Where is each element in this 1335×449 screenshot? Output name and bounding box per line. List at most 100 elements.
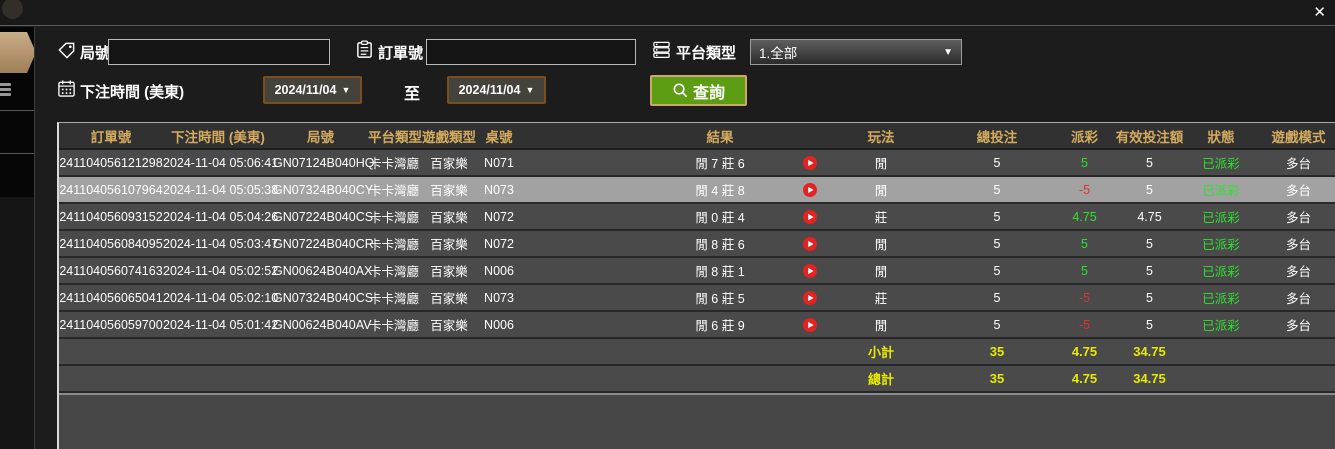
date-to-picker[interactable]: 2024/11/04 ▼ [447,76,546,104]
cell-platform: 卡卡灣廳 [368,257,420,285]
cell-order: 241104056084095 [59,230,163,258]
cell-platform: 卡卡灣廳 [368,284,420,312]
table-row[interactable]: 241104056065041 2024-11-04 05:02:10 GN0732… [59,284,1335,312]
date-from-value: 2024/11/04 [274,83,337,97]
platform-type-select[interactable]: 1.全部 ▼ [750,39,962,65]
table-row[interactable]: 241104056084095 2024-11-04 05:03:47 GN0722… [59,230,1335,258]
play-icon [803,236,817,251]
cell-replay [790,176,830,204]
date-from-picker[interactable]: 2024/11/04 ▼ [263,76,362,104]
table-row[interactable]: 241104056107964 2024-11-04 05:05:38 GN0732… [59,176,1335,204]
cell-empty [163,365,273,393]
cell-bet: 5 [932,230,1062,258]
subtotal-row: 小計 35 4.75 34.75 [59,338,1335,366]
cell-bet: 5 [932,284,1062,312]
cell-empty [1250,338,1335,366]
cell-status: 已派彩 [1192,176,1250,204]
cell-subtotal-payout: 4.75 [1062,338,1107,366]
cell-table-no: N072 [478,203,520,231]
table-row[interactable]: 241104056121298 2024-11-04 05:06:41 GN0712… [59,149,1335,177]
order-number-label: 訂單號 [378,45,424,62]
sidebar-active-item[interactable] [0,32,34,73]
date-to-value: 2024/11/04 [458,83,521,97]
cell-total-bet: 35 [932,365,1062,393]
cell-game-type: 百家樂 [420,176,478,204]
cell-time: 2024-11-04 05:02:10 [163,284,278,312]
cell-table-no: N073 [478,284,520,312]
cell-spacer [520,176,650,204]
cell-payout: 5 [1062,257,1107,285]
round-number-input[interactable] [108,39,330,65]
cell-empty [273,338,368,366]
cell-empty [478,365,520,393]
platform-type-value: 1.全部 [759,46,798,61]
cell-time: 2024-11-04 05:05:38 [163,176,278,204]
tag-icon [58,42,75,59]
cell-mode: 多台 [1250,311,1335,339]
cell-payout: 4.75 [1062,203,1107,231]
close-button[interactable]: ✕ [1313,4,1326,22]
cell-order: 241104056059700 [59,311,163,339]
table-empty-area [59,393,1335,449]
cell-time: 2024-11-04 05:06:41 [163,149,278,177]
cell-mode: 多台 [1250,149,1335,177]
cell-result: 閒 7 莊 6 [650,149,790,177]
cell-valid: 5 [1107,257,1192,285]
cell-result: 閒 0 莊 4 [650,203,790,231]
bet-time-label: 下注時間 (美東) [80,84,185,101]
cell-spacer [520,311,650,339]
cell-spacer [520,284,650,312]
cell-empty [420,338,478,366]
replay-button[interactable] [803,182,817,197]
cell-empty [368,338,420,366]
cell-empty [368,365,420,393]
replay-button[interactable] [803,209,817,224]
cell-result: 閒 4 莊 8 [650,176,790,204]
cell-replay [790,284,830,312]
corner-avatar-icon [2,0,23,19]
total-row: 總計 35 4.75 34.75 [59,365,1335,393]
table-row[interactable]: 241104056074163 2024-11-04 05:02:52 GN0062… [59,257,1335,285]
cell-game-type: 百家樂 [420,230,478,258]
cell-bet: 5 [932,203,1062,231]
cell-time: 2024-11-04 05:01:42 [163,311,278,339]
cell-payout: -5 [1062,284,1107,312]
play-icon [803,317,817,332]
cell-spacer [520,230,650,258]
cell-round: GN07124B040HQ [273,149,374,177]
cell-replay [790,257,830,285]
cell-mode: 多台 [1250,284,1335,312]
cell-empty [478,338,520,366]
cell-spacer [520,149,650,177]
cell-table-no: N006 [478,257,520,285]
cell-replay [790,311,830,339]
cell-game-type: 百家樂 [420,284,478,312]
cell-spacer [520,203,650,231]
cell-valid: 5 [1107,176,1192,204]
clipboard-icon [357,40,372,58]
cell-empty [790,338,830,366]
table-row[interactable]: 241104056059700 2024-11-04 05:01:42 GN0062… [59,311,1335,339]
replay-button[interactable] [803,155,817,170]
cell-play: 莊 [830,284,932,312]
col-replay [790,123,830,150]
order-number-input[interactable] [426,39,636,65]
replay-button[interactable] [803,290,817,305]
cell-round: GN00624B040AV [273,311,371,339]
search-button[interactable]: 查詢 [650,75,747,106]
col-order: 訂單號 [59,123,163,150]
table-row[interactable]: 241104056093152 2024-11-04 05:04:26 GN0722… [59,203,1335,231]
cell-empty [59,338,163,366]
col-status: 狀態 [1192,123,1250,150]
replay-button[interactable] [803,263,817,278]
replay-button[interactable] [803,317,817,332]
cell-empty [59,365,163,393]
cell-empty [1192,365,1250,393]
replay-button[interactable] [803,236,817,251]
cell-bet: 5 [932,311,1062,339]
table-header: 訂單號 下注時間 (美東) 局號 平台類型 遊戲類型 桌號 結果 玩法 總投注 … [59,123,1335,150]
col-table-no: 桌號 [478,123,520,150]
chevron-down-icon: ▼ [341,85,351,95]
play-icon [803,263,817,278]
